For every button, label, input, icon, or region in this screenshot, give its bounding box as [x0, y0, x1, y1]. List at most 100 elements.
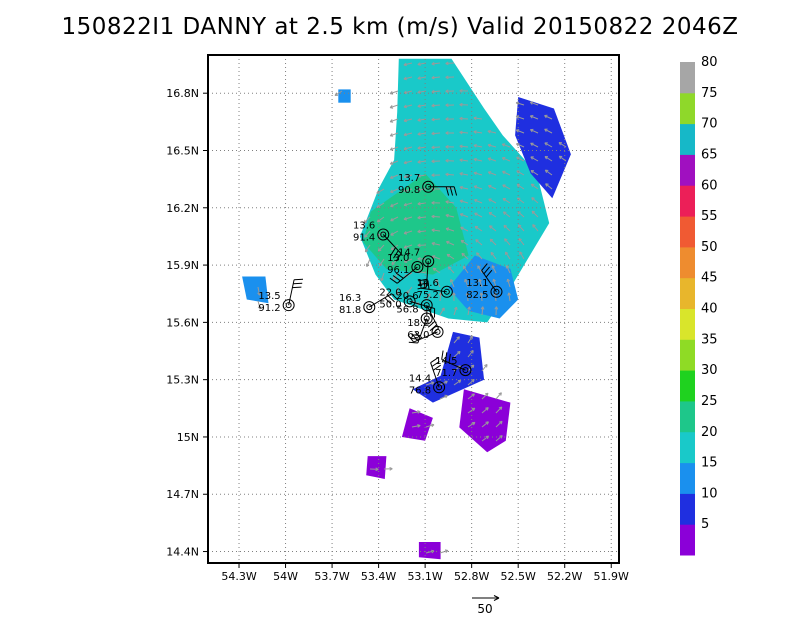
- wind-vector-head: [445, 158, 449, 163]
- colorbar-swatch: [680, 277, 695, 309]
- wind-vector: [467, 350, 474, 358]
- wind-vector: [516, 184, 525, 190]
- wind-vector: [431, 62, 441, 65]
- wind-vector: [403, 118, 413, 122]
- wind-vector-head: [446, 240, 450, 245]
- wind-vector-head: [389, 91, 394, 95]
- wind-vector-head: [389, 175, 394, 179]
- observation-value-label: 90.8: [398, 185, 420, 196]
- wind-vector: [403, 104, 413, 108]
- wind-vector-head: [417, 243, 421, 248]
- wind-vector: [431, 229, 441, 232]
- field-ne-dark-blue: [515, 97, 571, 199]
- wind-vector: [490, 252, 497, 260]
- wind-vector: [508, 292, 511, 302]
- wind-vector: [431, 132, 441, 135]
- wind-barb-feather: [395, 253, 402, 262]
- wind-vector-head: [474, 225, 479, 230]
- wind-vector: [380, 272, 385, 281]
- wind-vector: [459, 186, 469, 190]
- wind-vector: [488, 212, 497, 218]
- wind-vector-head: [488, 184, 492, 189]
- observation: 13.691.4: [353, 221, 402, 262]
- wind-vector: [389, 118, 399, 123]
- observation-speed-label: 16.3: [339, 293, 361, 304]
- wind-vector-head: [531, 210, 536, 215]
- wind-vector-head: [459, 172, 463, 176]
- wind-vector-head: [473, 171, 478, 176]
- wind-vector: [467, 335, 473, 344]
- wind-vector-head: [488, 212, 493, 216]
- y-tick-label: 15.3N: [166, 374, 199, 387]
- wind-vector: [364, 230, 371, 238]
- wind-vector-head: [445, 213, 449, 218]
- wind-vector-head: [403, 230, 408, 235]
- wind-vector-head: [467, 306, 471, 310]
- wind-vector-head: [403, 160, 408, 165]
- wind-barb-feather: [441, 350, 444, 360]
- wind-vector-head: [459, 158, 463, 162]
- observation-speed-label: 14.6: [417, 278, 439, 289]
- wind-vector: [467, 421, 476, 428]
- wind-vector: [445, 173, 455, 176]
- observation-value-label: 91.4: [353, 233, 375, 244]
- wind-vector-head: [389, 105, 394, 109]
- wind-barb-staff: [288, 279, 295, 306]
- wind-vector: [376, 202, 385, 208]
- wind-vector: [417, 160, 427, 163]
- y-tick-label: 15.9N: [166, 259, 199, 272]
- wind-vector-head: [470, 364, 475, 369]
- wind-vector-head: [494, 306, 499, 310]
- observation: 16.381.8: [339, 293, 399, 316]
- wind-barb-feather: [391, 293, 399, 301]
- wind-vector-head: [427, 293, 431, 297]
- wind-vector-head: [430, 381, 435, 385]
- wind-vector-head: [257, 305, 262, 310]
- observation-speed-label: 14.5: [435, 356, 457, 367]
- wind-vector: [403, 132, 413, 136]
- wind-vector: [474, 199, 483, 204]
- wind-vector-head: [453, 306, 458, 311]
- wind-vector: [403, 76, 413, 80]
- wind-vector: [366, 258, 371, 267]
- wind-vector: [506, 265, 511, 274]
- x-tick-label: 54.3W: [221, 570, 256, 583]
- wind-vector: [432, 267, 441, 274]
- wind-vector: [530, 170, 539, 176]
- scale-arrow-head: [493, 595, 500, 601]
- wind-vector: [519, 251, 525, 260]
- y-tick-label: 16.8N: [166, 87, 199, 100]
- wind-vector-head: [501, 143, 506, 147]
- observation: 13.096.1: [387, 253, 424, 284]
- wind-vector: [453, 306, 457, 316]
- wind-vector-head: [364, 248, 369, 253]
- wind-vector: [502, 170, 511, 176]
- wind-vector: [390, 244, 399, 251]
- wind-vector: [531, 210, 539, 218]
- wind-vector-head: [544, 169, 549, 174]
- colorbar-label: 80: [701, 55, 718, 70]
- wind-vector: [473, 117, 483, 120]
- wind-vector-head: [505, 265, 510, 269]
- wind-vector: [363, 216, 371, 224]
- wind-vector: [460, 239, 469, 246]
- wind-vector: [545, 169, 553, 176]
- colorbar-swatch: [680, 246, 695, 279]
- wind-vector: [559, 155, 567, 162]
- wind-vector-head: [390, 189, 394, 193]
- wind-vector-head: [519, 251, 523, 255]
- wind-vector-head: [446, 253, 451, 258]
- wind-barb-feather: [427, 280, 430, 290]
- x-tick-label: 54W: [273, 570, 298, 583]
- observation-value-label: 82.5: [466, 290, 488, 301]
- observation-ring: [422, 255, 435, 268]
- wind-vector-head: [417, 229, 421, 234]
- wind-vector: [489, 238, 497, 246]
- wind-vector: [515, 102, 525, 106]
- wind-vector: [439, 307, 445, 316]
- wind-vector-head: [403, 118, 408, 123]
- wind-vector-head: [530, 128, 534, 133]
- wind-vector: [491, 265, 497, 274]
- wind-vector-head: [445, 61, 449, 66]
- wind-vector: [476, 252, 483, 260]
